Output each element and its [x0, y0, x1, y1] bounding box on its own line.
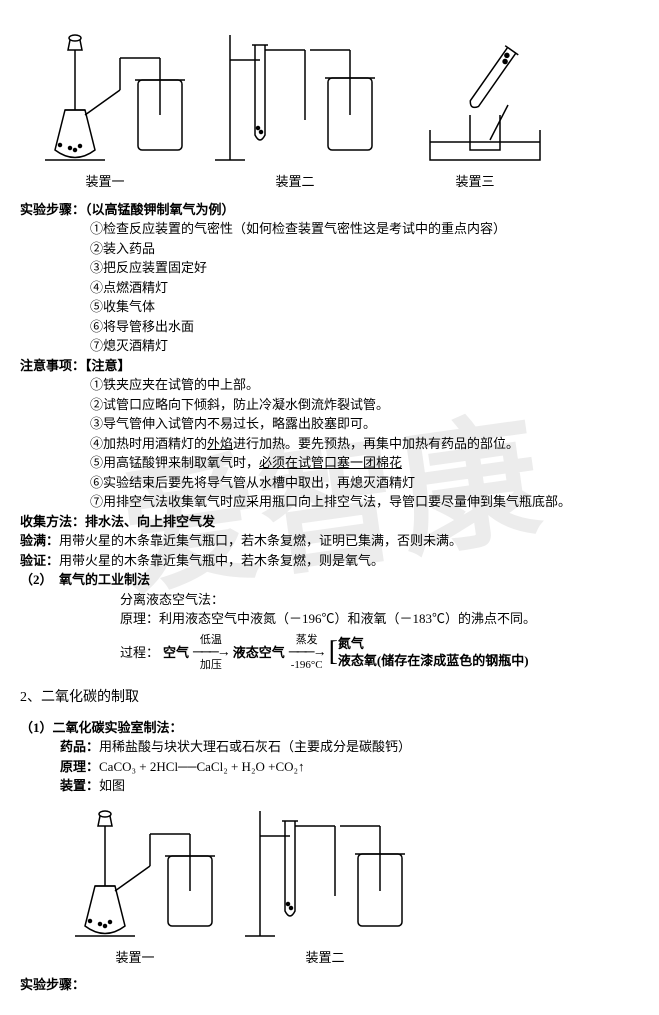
diagram-1-bot: 装置一	[50, 796, 220, 968]
co2-drug-label: 药品：	[60, 739, 99, 754]
step-6: ⑥将导管移出水面	[90, 317, 639, 337]
step-5: ⑤收集气体	[90, 297, 639, 317]
note-6-text: ⑥实验结束后要先将导气管从水槽中取出，再熄灭酒精灯	[90, 475, 415, 490]
process-liquid-air: 液态空气	[233, 643, 285, 663]
industrial-num: （2）	[20, 572, 53, 587]
step-1: ①检查反应装置的气密性（如何检查装置气密性这是考试中的重点内容）	[90, 219, 639, 239]
exp-steps-title: 实验步骤：（以高锰酸钾制氧气为例）	[20, 200, 639, 220]
process-air: 空气	[163, 643, 189, 663]
arrow-1: 低温 ───→ 加压	[193, 635, 229, 671]
step-4: ④点燃酒精灯	[90, 278, 639, 298]
co2-principle-line: 原理：CaCO₃ + 2HCl──CaCl₂ + H₂O +CO₂↑	[60, 757, 639, 777]
arrow-2: 蒸发 ───→ -196°C	[289, 635, 325, 671]
note-2-text: ②试管口应略向下倾斜，防止冷凝水倒流炸裂试管。	[90, 397, 389, 412]
checkfull-text: 用带火星的木条靠近集气瓶口，若木条复燃，证明已集满，否则未满。	[59, 533, 462, 548]
co2-sub-heading: （1）二氧化碳实验室制法：	[20, 718, 639, 738]
diagram-3-top: 装置三	[400, 40, 550, 192]
industrial-principle: 原理：利用液态空气中液氮（－196℃）和液氧（－183℃）的沸点不同。	[120, 609, 639, 629]
industrial-method: 分离液态空气法：	[120, 590, 639, 610]
caption-dev1-top: 装置一	[20, 172, 190, 192]
bracket-outputs: [ 氮气 液态氧(储存在漆成蓝色的钢瓶中)	[329, 636, 529, 670]
footer-steps: 实验步骤：	[20, 975, 639, 995]
note-7-text: ⑦用排空气法收集氧气时应采用瓶口向上排空气法，导管口要尽量伸到集气瓶底部。	[90, 494, 571, 509]
note-1-text: ①铁夹应夹在试管的中上部。	[90, 377, 259, 392]
note-1: ①铁夹应夹在试管的中上部。	[90, 375, 639, 395]
diagram-1-top: 装置一	[20, 20, 190, 192]
cond2-bot: -196°C	[291, 660, 323, 671]
notes-title: 注意事项：【注意】	[20, 356, 639, 376]
note-6: ⑥实验结束后要先将导气管从水槽中取出，再熄灭酒精灯	[90, 473, 639, 493]
industrial-title: 氧气的工业制法	[59, 572, 150, 587]
step-3: ③把反应装置固定好	[90, 258, 639, 278]
co2-device-line: 装置：如图	[60, 776, 639, 796]
co2-drug-line: 药品：用稀盐酸与块状大理石或石灰石（主要成分是碳酸钙）	[60, 737, 639, 757]
caption-dev3: 装置三	[400, 172, 550, 192]
note-4: ④加热时用酒精灯的外焰进行加热。要先预热，再集中加热有药品的部位。	[90, 434, 639, 454]
co2-principle-label: 原理：	[60, 759, 99, 774]
note-5-underline: 必须在试管口塞一团棉花	[259, 455, 402, 470]
bottom-diagram-row: 装置一 装置二	[50, 796, 639, 968]
note-4-underline: 外焰	[207, 436, 233, 451]
top-diagram-row: 装置一 装置二	[20, 20, 639, 192]
caption-dev2-top: 装置二	[210, 172, 380, 192]
step-7: ⑦熄灭酒精灯	[90, 336, 639, 356]
collect-line: 收集方法：排水法、向上排空气发	[20, 512, 639, 532]
cond1-bot: 加压	[200, 660, 222, 671]
diagram-2-top: 装置二	[210, 20, 380, 192]
cond1-top: 低温	[200, 635, 222, 646]
caption-dev1-bot: 装置一	[50, 948, 220, 968]
co2-device-label: 装置：	[60, 778, 99, 793]
co2-equation: CaCO₃ + 2HCl──CaCl₂ + H₂O +CO₂↑	[99, 759, 305, 774]
note-5-pre: ⑤用高锰酸钾来制取氧气时，	[90, 455, 259, 470]
collect-text: 排水法、向上排空气发	[85, 514, 215, 529]
verify-line: 验证：用带火星的木条靠近集气瓶中，若木条复燃，则是氧气。	[20, 551, 639, 571]
co2-sub-num: （1）	[20, 720, 53, 735]
caption-dev2-bot: 装置二	[240, 948, 410, 968]
note-4-pre: ④加热时用酒精灯的	[90, 436, 207, 451]
industrial-heading: （2） 氧气的工业制法	[20, 570, 639, 590]
process-label: 过程：	[120, 643, 159, 663]
diagram-2-bot: 装置二	[240, 796, 410, 968]
note-5: ⑤用高锰酸钾来制取氧气时，必须在试管口塞一团棉花	[90, 453, 639, 473]
out-oxygen: 液态氧(储存在漆成蓝色的钢瓶中)	[338, 653, 529, 670]
checkfull-label: 验满：	[20, 533, 59, 548]
page-content: 装置一 装置二	[20, 20, 639, 995]
out-nitrogen: 氮气	[338, 636, 529, 653]
collect-label: 收集方法：	[20, 514, 85, 529]
cond2-top: 蒸发	[296, 635, 318, 646]
note-7: ⑦用排空气法收集氧气时应采用瓶口向上排空气法，导管口要尽量伸到集气瓶底部。	[90, 492, 639, 512]
step-2: ②装入药品	[90, 239, 639, 259]
note-2: ②试管口应略向下倾斜，防止冷凝水倒流炸裂试管。	[90, 395, 639, 415]
industrial-process: 过程： 空气 低温 ───→ 加压 液态空气 蒸发 ───→ -196°C [ …	[120, 635, 639, 671]
note-3-text: ③导气管伸入试管内不易过长，略露出胶塞即可。	[90, 416, 376, 431]
co2-sub-title: 二氧化碳实验室制法：	[53, 720, 183, 735]
checkfull-line: 验满：用带火星的木条靠近集气瓶口，若木条复燃，证明已集满，否则未满。	[20, 531, 639, 551]
verify-label: 验证：	[20, 553, 59, 568]
note-4-post: 进行加热。要先预热，再集中加热有药品的部位。	[233, 436, 519, 451]
co2-drug-text: 用稀盐酸与块状大理石或石灰石（主要成分是碳酸钙）	[99, 739, 411, 754]
verify-text: 用带火星的木条靠近集气瓶中，若木条复燃，则是氧气。	[59, 553, 384, 568]
co2-device-text: 如图	[99, 778, 125, 793]
co2-heading: 2、二氧化碳的制取	[20, 687, 639, 708]
note-3: ③导气管伸入试管内不易过长，略露出胶塞即可。	[90, 414, 639, 434]
